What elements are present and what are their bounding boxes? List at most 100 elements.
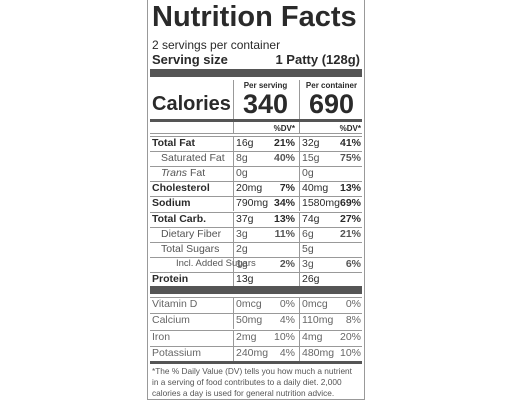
amount: 1580mg [302,197,340,210]
column-rule [233,181,234,197]
daily-value: 20% [339,330,361,343]
calories-column [233,80,234,120]
dv-rule [150,133,362,134]
row-name: Vitamin D [152,298,198,310]
daily-value: 0% [345,298,361,310]
column-rule [233,256,234,272]
column-rule [233,226,234,242]
row-rule [150,136,362,137]
daily-value: 13% [273,212,295,225]
row-rule [150,329,362,331]
row-name: Calcium [152,314,190,327]
amount: 3g [302,257,314,270]
amount: 480mg [302,346,335,359]
amount: 50mg [236,314,263,327]
calories-rule [150,119,362,122]
column-rule [299,313,300,330]
row-name: Total Sugars [161,242,220,255]
dv-header: %DV* [339,124,361,133]
column-rule [233,345,234,362]
row-rule [150,181,362,183]
amount: 32g [302,137,320,149]
amount: 0mcg [236,298,262,310]
amount: 37g [236,212,254,225]
row-name: Sodium [152,197,191,210]
row-name: Fat [190,167,206,180]
daily-value: 21% [339,227,361,240]
thick-bar [150,286,362,294]
daily-value: 41% [339,137,361,149]
row-rule [150,297,362,298]
row-rule [150,151,362,153]
amount: 26g [302,272,320,285]
column-rule [299,211,300,227]
column-rule [233,136,234,151]
row-name: Protein [152,272,189,285]
row-name: Cholesterol [152,182,210,195]
daily-value: 8% [345,314,361,327]
title: Nutrition Facts [152,1,357,33]
footnote-rule [150,361,362,364]
daily-value: 75% [339,152,361,165]
column-rule [299,226,300,242]
amount: 2mg [236,330,257,343]
daily-value: 10% [273,330,295,343]
daily-value: 7% [279,182,295,195]
calories-header: Per container [305,81,358,90]
amount: 790mg [236,197,269,210]
amount: 0g [236,167,248,180]
amount: 20mg [236,182,263,195]
amount: 2g [236,242,248,255]
calories-value: 340 [242,89,289,119]
column-rule [299,151,300,167]
column-rule [233,313,234,330]
row-name: Dietary Fiber [161,227,222,240]
daily-value: 2% [279,257,295,270]
column-rule [233,297,234,313]
amount: 13g [236,272,254,285]
thick-bar [150,69,362,77]
row-rule [150,256,362,258]
column-rule [299,181,300,197]
column-rule [299,256,300,272]
row-name: Iron [152,330,171,343]
amount: 3g [236,227,248,240]
calories-column [299,80,300,120]
column-rule [299,297,300,313]
nutrition-label: Nutrition Facts 2 servings per container S… [147,0,365,400]
column-rule [233,241,234,257]
column-rule [233,211,234,227]
daily-value: 40% [273,152,295,165]
column-rule [299,196,300,212]
amount: 40mg [302,182,329,195]
footnote: *The % Daily Value (DV) tells you how mu… [152,366,352,398]
row-name: Saturated Fat [161,152,225,165]
amount: 1g [236,257,248,270]
column-rule [299,345,300,362]
column-rule [299,136,300,151]
row-name: Incl. Added Sugars [176,257,256,269]
daily-value: 27% [339,212,361,225]
calories-label: Calories [152,93,231,115]
column-rule [299,241,300,257]
column-rule [299,271,300,287]
serving-size-value: 1 Patty (128g) [275,52,360,67]
dv-header: %DV* [273,124,295,133]
calories-header: Per serving [243,81,288,90]
daily-value: 13% [339,182,361,195]
amount: 110mg [302,314,334,327]
row-rule [150,345,362,347]
row-name: Total Fat [152,137,195,149]
column-rule [233,122,234,134]
row-rule [150,313,362,315]
amount: 0g [302,167,314,180]
amount: 240mg [236,346,269,359]
row-name: Total Carb. [152,212,207,225]
row-rule [150,226,362,228]
daily-value: 11% [274,227,295,240]
column-rule [233,271,234,287]
column-rule [299,166,300,182]
row-name-italic: Trans [161,167,188,180]
row-rule [150,196,362,198]
column-rule [233,166,234,182]
